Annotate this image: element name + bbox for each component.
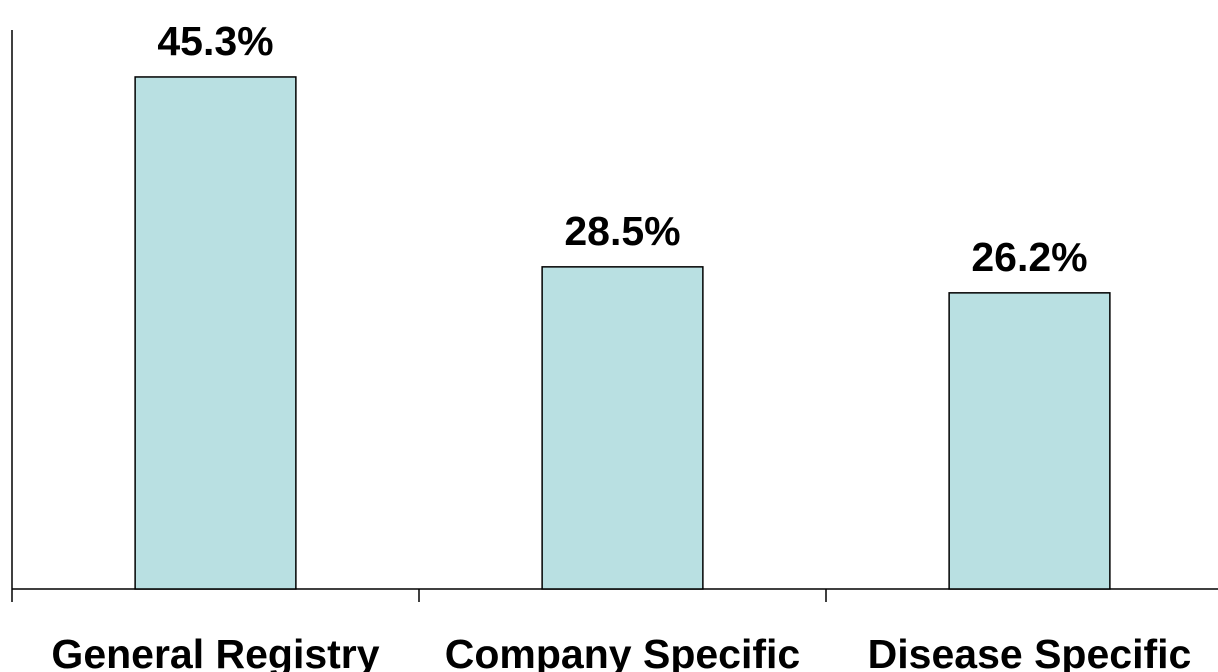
category-label: Disease Specific <box>868 631 1192 672</box>
bar-disease-specific <box>948 292 1111 590</box>
value-labels-group: 45.3% 28.5% 26.2% <box>157 18 1087 280</box>
category-label: Company Specific <box>445 631 800 672</box>
bars-group <box>134 76 1111 590</box>
category-label: General Registry <box>51 631 379 672</box>
value-label: 28.5% <box>564 208 680 254</box>
x-axis-ticks <box>11 589 827 602</box>
category-labels-group: General Registry Company Specific Disease … <box>51 631 1191 672</box>
bar-company-specific <box>541 266 704 590</box>
bar-general-registry <box>134 76 297 590</box>
value-label: 45.3% <box>157 18 273 64</box>
value-label: 26.2% <box>971 234 1087 280</box>
